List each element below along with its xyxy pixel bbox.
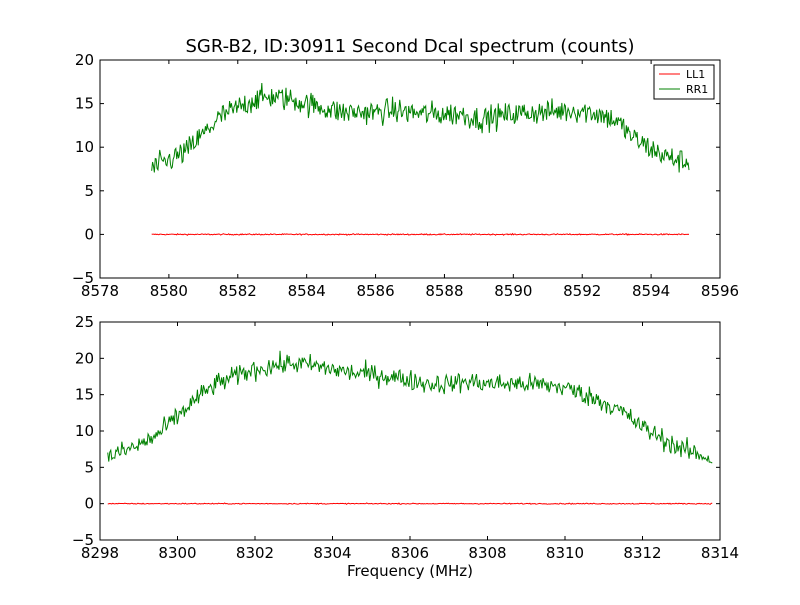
axes-frame bbox=[99, 59, 721, 279]
legend-box bbox=[653, 64, 715, 100]
x-tick-label: 8302 bbox=[236, 544, 274, 562]
x-tick-label: 8306 bbox=[391, 544, 429, 562]
x-tick-label: 8596 bbox=[701, 282, 739, 300]
series-line-green bbox=[107, 350, 713, 464]
series-line-ll1 bbox=[151, 232, 690, 236]
x-axis-label: Frequency (MHz) bbox=[347, 562, 473, 580]
x-tick-label: 8304 bbox=[313, 544, 351, 562]
x-tick-label: 8312 bbox=[623, 544, 661, 562]
x-tick-label: 8584 bbox=[288, 282, 326, 300]
y-tick-label: 10 bbox=[75, 138, 94, 156]
legend-label-rr1: RR1 bbox=[686, 83, 708, 96]
x-tick-label: 8578 bbox=[81, 282, 119, 300]
y-tick-label: 15 bbox=[75, 95, 94, 113]
x-tick-label: 8588 bbox=[425, 282, 463, 300]
y-tick-label: −5 bbox=[72, 531, 94, 549]
x-tick-label: 8594 bbox=[632, 282, 670, 300]
y-tick-label: 20 bbox=[75, 51, 94, 69]
y-tick-label: 20 bbox=[75, 349, 94, 367]
x-tick-label: 8580 bbox=[150, 282, 188, 300]
x-tick-label: 8314 bbox=[701, 544, 739, 562]
y-tick-label: 25 bbox=[75, 313, 94, 331]
legend-label-ll1: LL1 bbox=[686, 68, 705, 81]
y-tick-label: 0 bbox=[84, 225, 94, 243]
x-tick-label: 8298 bbox=[81, 544, 119, 562]
x-tick-label: 8308 bbox=[468, 544, 506, 562]
y-tick-label: 10 bbox=[75, 422, 94, 440]
y-tick-label: −5 bbox=[72, 269, 94, 287]
y-tick-label: 15 bbox=[75, 386, 94, 404]
x-tick-label: 8590 bbox=[494, 282, 532, 300]
y-tick-label: 5 bbox=[84, 182, 94, 200]
y-tick-label: 5 bbox=[84, 458, 94, 476]
x-tick-label: 8586 bbox=[356, 282, 394, 300]
x-tick-label: 8582 bbox=[219, 282, 257, 300]
chart-title: SGR-B2, ID:30911 Second Dcal spectrum (c… bbox=[185, 36, 634, 57]
x-tick-label: 8592 bbox=[563, 282, 601, 300]
chart-panel-1: 8578 8580 8582 8584 8586 8588 8590 8592 8594 8596… bbox=[72, 51, 739, 300]
x-tick-label: 8300 bbox=[158, 544, 196, 562]
chart-panel-2: 8298 8300 8302 8304 8306 8308 8310 8312 8314 −5 0 5… bbox=[72, 313, 739, 562]
series-line-rr1 bbox=[151, 82, 690, 173]
y-tick-label: 0 bbox=[84, 495, 94, 513]
series-line-red bbox=[107, 502, 713, 505]
x-tick-label: 8310 bbox=[546, 544, 584, 562]
